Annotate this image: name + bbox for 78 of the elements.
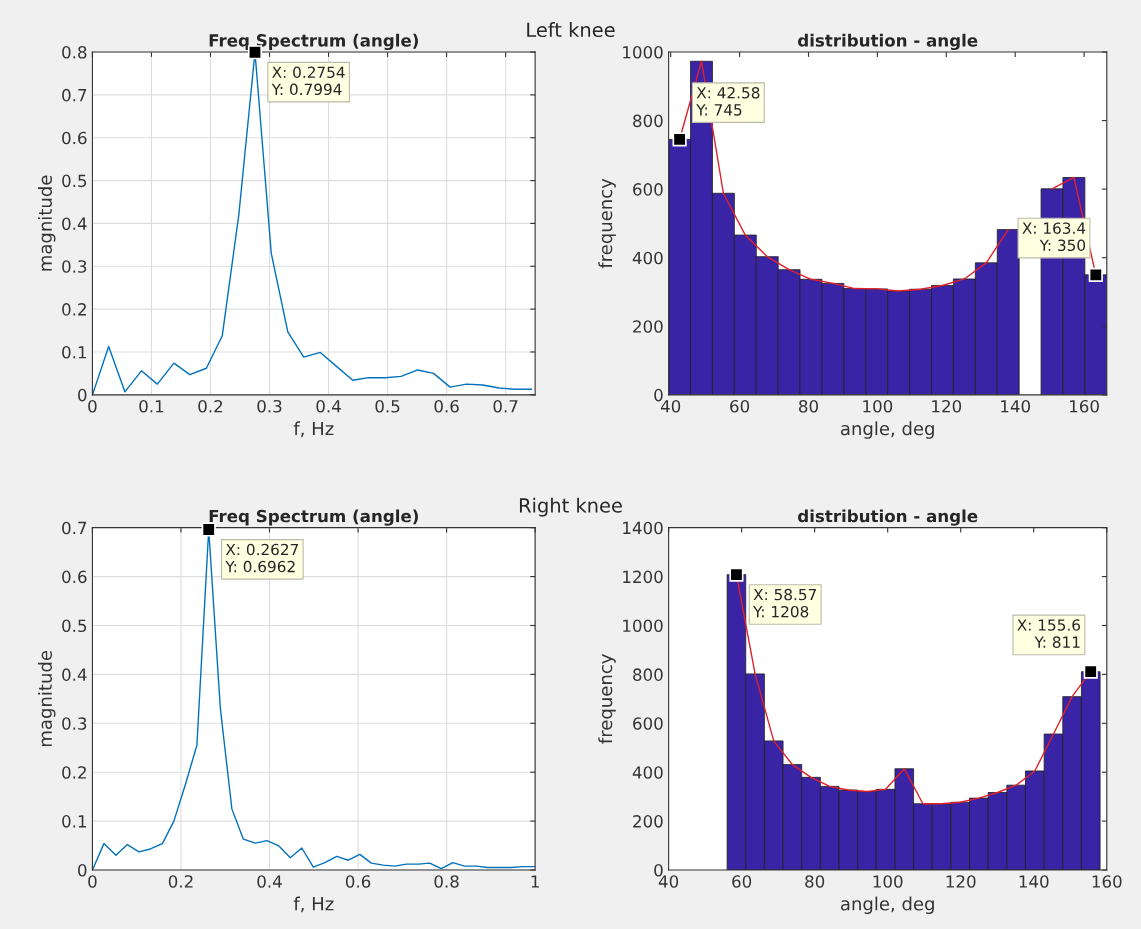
y-tick-label: 0.5 (62, 619, 87, 633)
y-tick-label: 1400 (623, 521, 663, 535)
y-tick-label: 800 (633, 668, 663, 681)
x-axis-title: angle, deg (840, 421, 934, 439)
y-tick-label: 800 (633, 114, 663, 128)
y-axis-title: frequency (598, 178, 616, 269)
annotation: X: 155.6 Y: 811 (1017, 619, 1081, 648)
y-tick-label: 0 (78, 863, 87, 877)
annotation: X: 163.4 Y: 350 (1022, 222, 1086, 252)
x-tick-label: 100 (873, 875, 903, 888)
x-tick-label: 0.7 (493, 399, 518, 413)
x-tick-label: 40 (658, 875, 679, 888)
x-tick-label: 1 (531, 875, 539, 888)
x-tick-label: 160 (1070, 399, 1099, 413)
y-tick-label: 0.7 (62, 88, 87, 102)
x-tick-label: 140 (1001, 399, 1030, 413)
y-tick-label: 0.6 (62, 131, 87, 145)
x-tick-label: 0.2 (198, 399, 223, 413)
x-tick-label: 0.1 (139, 399, 164, 413)
annotation: X: 42.58 Y: 745 (696, 86, 760, 116)
annotation: X: 0.2627 Y: 0.6962 (225, 543, 299, 573)
y-tick-label: 0.3 (62, 260, 87, 273)
y-tick-label: 1000 (623, 45, 663, 59)
y-tick-label: 400 (632, 251, 663, 265)
x-tick-label: 60 (730, 399, 750, 413)
x-tick-label: 0.6 (434, 399, 459, 413)
y-tick-label: 0.4 (62, 217, 87, 230)
y-tick-label: 0 (654, 863, 663, 877)
x-tick-label: 0 (88, 399, 97, 413)
x-tick-label: 140 (1019, 875, 1049, 888)
x-tick-label: 60 (732, 875, 752, 888)
x-tick-label: 80 (805, 875, 825, 888)
x-tick-label: 0 (88, 875, 97, 888)
y-tick-label: 600 (633, 717, 663, 730)
y-tick-label: 0.1 (62, 815, 87, 828)
x-tick-label: 0.4 (257, 875, 282, 888)
y-tick-label: 0.5 (62, 174, 87, 188)
chart-title: distribution - angle (798, 509, 978, 526)
text: Left knee (527, 22, 615, 38)
y-axis-title: magnitude (38, 175, 56, 271)
x-tick-label: 120 (932, 399, 962, 413)
y-tick-label: 1200 (623, 570, 663, 584)
y-tick-label: 0.7 (62, 521, 87, 535)
y-axis-title: magnitude (38, 650, 56, 747)
x-tick-label: 160 (1092, 875, 1122, 888)
chart-title: Freq Spectrum (angle) (209, 33, 418, 51)
y-tick-label: 0.3 (62, 717, 87, 730)
x-tick-label: 80 (799, 399, 818, 413)
x-tick-label: 0.2 (168, 875, 193, 888)
x-tick-label: 0.8 (434, 875, 459, 888)
chart-title: Freq Spectrum (angle) (209, 509, 418, 526)
y-axis-title: frequency (598, 654, 616, 744)
y-tick-label: 400 (632, 766, 663, 779)
x-tick-label: 0.4 (316, 399, 341, 413)
y-tick-label: 1000 (623, 619, 663, 633)
y-tick-label: 0.1 (62, 345, 87, 359)
y-tick-label: 0.2 (62, 766, 86, 779)
y-tick-label: 0.4 (62, 668, 87, 681)
y-tick-label: 200 (633, 320, 663, 333)
x-tick-label: 100 (863, 399, 893, 413)
annotation: X: 58.57 Y: 1208 (753, 588, 816, 618)
y-tick-label: 0 (78, 388, 87, 402)
text: Right knee (519, 497, 622, 517)
x-axis-title: f, Hz (293, 421, 334, 438)
annotation: X: 0.2754 Y: 0.7994 (271, 66, 345, 96)
y-tick-label: 0 (654, 388, 663, 402)
y-tick-label: 0.6 (62, 570, 87, 584)
chart-title: distribution - angle (798, 33, 978, 51)
x-tick-label: 0.5 (375, 399, 400, 413)
x-tick-label: 120 (946, 875, 976, 888)
x-tick-label: 0.3 (257, 399, 282, 413)
y-tick-label: 200 (633, 815, 663, 828)
x-axis-title: f, Hz (293, 896, 334, 913)
y-tick-label: 0.2 (62, 303, 86, 316)
y-tick-label: 0.8 (62, 45, 87, 59)
x-axis-title: angle, deg (840, 896, 934, 915)
x-tick-label: 0.6 (345, 875, 371, 888)
y-tick-label: 600 (633, 183, 663, 196)
